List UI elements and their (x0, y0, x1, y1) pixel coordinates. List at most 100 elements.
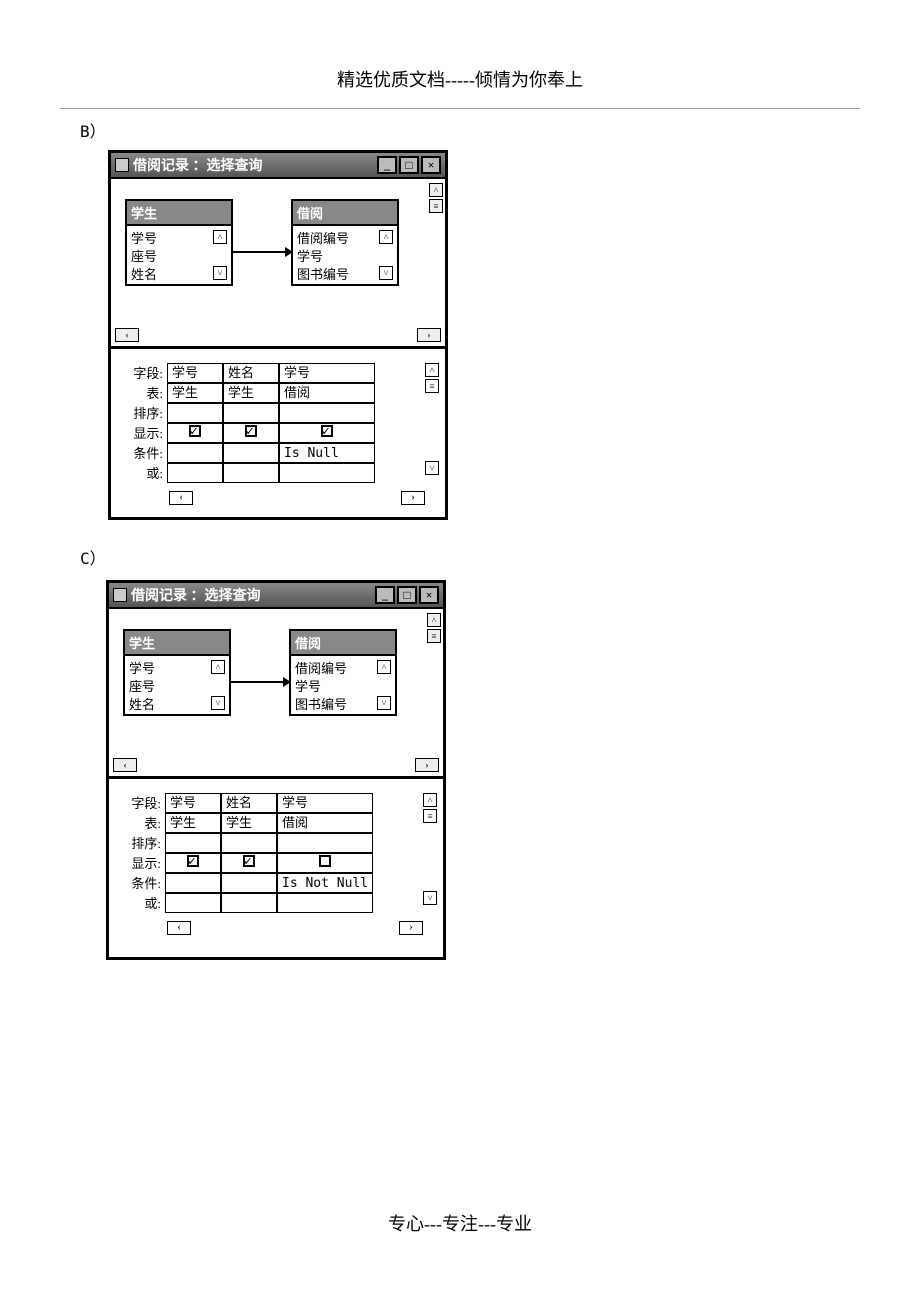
grid-cell[interactable] (165, 873, 221, 893)
show-checkbox[interactable] (321, 425, 333, 437)
scroll-down-icon[interactable]: ˅ (379, 266, 393, 280)
scroll-up-icon[interactable]: ˄ (429, 183, 443, 197)
scroll-up-icon[interactable]: ˄ (377, 660, 391, 674)
grid-cell[interactable] (165, 833, 221, 853)
scroll-up-icon[interactable]: ˄ (427, 613, 441, 627)
show-checkbox[interactable] (245, 425, 257, 437)
scroll-thumb[interactable]: ≡ (425, 379, 439, 393)
grid-cell[interactable] (223, 443, 279, 463)
table-student[interactable]: 学生 学号˄ 座号 姓名˅ (125, 199, 233, 286)
minimize-button[interactable]: _ (375, 586, 395, 604)
window-title: 借阅记录 ：选择查询 (131, 585, 375, 605)
grid-cell[interactable] (223, 403, 279, 423)
field[interactable]: 借阅编号 (297, 228, 349, 247)
grid-cell[interactable] (223, 423, 279, 443)
scroll-right-icon[interactable]: › (401, 491, 425, 505)
grid-cell[interactable] (167, 443, 223, 463)
field[interactable]: 学号 (297, 246, 323, 265)
scroll-thumb[interactable]: ≡ (429, 199, 443, 213)
grid-cell[interactable]: 姓名 (223, 363, 279, 383)
minimize-button[interactable]: _ (377, 156, 397, 174)
grid-cell[interactable] (279, 463, 375, 483)
grid-cell[interactable]: 学号 (277, 793, 373, 813)
scroll-down-icon[interactable]: ˅ (211, 696, 225, 710)
show-checkbox[interactable] (189, 425, 201, 437)
grid-cell[interactable]: Is Not Null (277, 873, 373, 893)
pane-vscroll[interactable]: ˄ ≡ (429, 183, 443, 213)
table-borrow[interactable]: 借阅 借阅编号˄ 学号 图书编号˅ (289, 629, 397, 716)
field[interactable]: 图书编号 (297, 264, 349, 283)
grid-cell[interactable]: 借阅 (279, 383, 375, 403)
scroll-right-icon[interactable]: › (417, 328, 441, 342)
show-checkbox[interactable] (187, 855, 199, 867)
field[interactable]: 学号 (131, 228, 157, 247)
grid-cell[interactable] (279, 423, 375, 443)
grid-cell[interactable] (277, 853, 373, 873)
scroll-left-icon[interactable]: ‹ (167, 921, 191, 935)
grid-cell[interactable] (221, 853, 277, 873)
maximize-button[interactable]: □ (399, 156, 419, 174)
grid-cell[interactable] (167, 463, 223, 483)
close-button[interactable]: × (419, 586, 439, 604)
field[interactable]: 姓名 (131, 264, 157, 283)
field[interactable]: 学号 (295, 676, 321, 695)
field[interactable]: 借阅编号 (295, 658, 347, 677)
grid-cell[interactable] (277, 833, 373, 853)
pane-hscroll[interactable]: ‹ › (115, 328, 441, 342)
scroll-thumb[interactable]: ≡ (423, 809, 437, 823)
scroll-down-icon[interactable]: ˅ (423, 891, 437, 905)
field[interactable]: 座号 (131, 246, 157, 265)
grid-cell[interactable] (277, 893, 373, 913)
grid-cell[interactable] (165, 893, 221, 913)
grid-cell[interactable]: 学生 (223, 383, 279, 403)
grid-cell[interactable] (167, 423, 223, 443)
table-student[interactable]: 学生 学号˄ 座号 姓名˅ (123, 629, 231, 716)
scroll-up-icon[interactable]: ˄ (213, 230, 227, 244)
scroll-down-icon[interactable]: ˅ (213, 266, 227, 280)
show-checkbox[interactable] (243, 855, 255, 867)
grid-cell[interactable]: 借阅 (277, 813, 373, 833)
grid-cell[interactable]: 学生 (167, 383, 223, 403)
grid-hscroll[interactable]: ‹ › (169, 491, 425, 505)
grid-cell[interactable] (221, 873, 277, 893)
table-borrow[interactable]: 借阅 借阅编号˄ 学号 图书编号˅ (291, 199, 399, 286)
field[interactable]: 座号 (129, 676, 155, 695)
grid-cell[interactable] (223, 463, 279, 483)
field[interactable]: 学号 (129, 658, 155, 677)
maximize-button[interactable]: □ (397, 586, 417, 604)
grid-cell[interactable] (221, 833, 277, 853)
grid-hscroll[interactable]: ‹ › (167, 921, 423, 935)
scroll-down-icon[interactable]: ˅ (425, 461, 439, 475)
grid-cell[interactable]: Is Null (279, 443, 375, 463)
grid-vscroll[interactable]: ˄ ≡ ˅ (425, 363, 439, 475)
scroll-right-icon[interactable]: › (415, 758, 439, 772)
grid-cell[interactable]: 学号 (167, 363, 223, 383)
grid-cell[interactable] (221, 893, 277, 913)
pane-vscroll[interactable]: ˄ ≡ (427, 613, 441, 643)
grid-cell[interactable]: 学生 (221, 813, 277, 833)
scroll-up-icon[interactable]: ˄ (211, 660, 225, 674)
show-checkbox[interactable] (319, 855, 331, 867)
grid-cell[interactable] (167, 403, 223, 423)
field[interactable]: 姓名 (129, 694, 155, 713)
grid-cell[interactable]: 学号 (165, 793, 221, 813)
grid-cell[interactable] (165, 853, 221, 873)
row-label-criteria: 条件: (119, 443, 167, 463)
scroll-left-icon[interactable]: ‹ (115, 328, 139, 342)
scroll-up-icon[interactable]: ˄ (425, 363, 439, 377)
scroll-up-icon[interactable]: ˄ (379, 230, 393, 244)
scroll-left-icon[interactable]: ‹ (169, 491, 193, 505)
scroll-up-icon[interactable]: ˄ (423, 793, 437, 807)
grid-cell[interactable]: 学号 (279, 363, 375, 383)
close-button[interactable]: × (421, 156, 441, 174)
grid-cell[interactable]: 姓名 (221, 793, 277, 813)
grid-cell[interactable]: 学生 (165, 813, 221, 833)
grid-cell[interactable] (279, 403, 375, 423)
grid-vscroll[interactable]: ˄ ≡ ˅ (423, 793, 437, 905)
scroll-down-icon[interactable]: ˅ (377, 696, 391, 710)
scroll-left-icon[interactable]: ‹ (113, 758, 137, 772)
scroll-right-icon[interactable]: › (399, 921, 423, 935)
pane-hscroll[interactable]: ‹ › (113, 758, 439, 772)
scroll-thumb[interactable]: ≡ (427, 629, 441, 643)
field[interactable]: 图书编号 (295, 694, 347, 713)
